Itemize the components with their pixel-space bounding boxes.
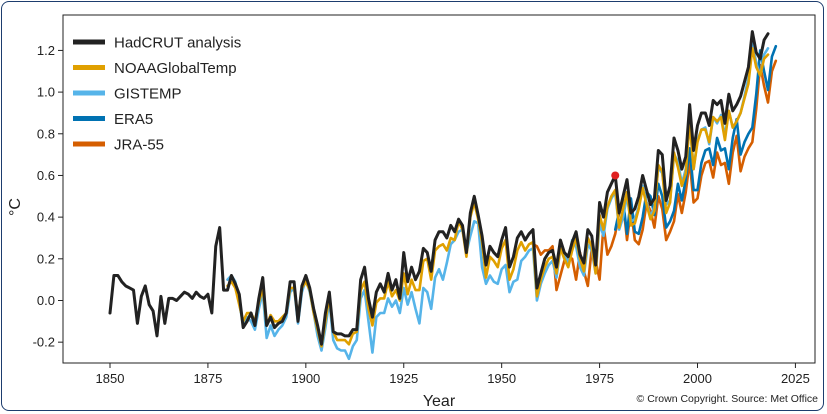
plot-frame	[62, 14, 816, 364]
legend-label: HadCRUT analysis	[114, 35, 241, 52]
legend-item-jra-55: JRA-55	[73, 137, 164, 154]
y-axis-label: °C	[7, 198, 24, 216]
series-line-noaaglobaltemp	[226, 47, 770, 348]
x-tick-label: 2000	[683, 371, 712, 386]
y-tick-label: 1.0	[37, 85, 55, 100]
legend-item-noaaglobaltemp: NOAAGlobalTemp	[73, 60, 237, 77]
x-tick-label: 1950	[487, 371, 516, 386]
plot-area: 1850 1875 1900 1925 1950 1975 2000 2025 -0.2 0.0 0…	[33, 14, 816, 386]
x-axis-label: Year	[423, 393, 456, 410]
legend-item-hadcrut-analysis: HadCRUT analysis	[73, 35, 241, 52]
legend-label: JRA-55	[114, 137, 164, 154]
legend-item-gistemp: GISTEMP	[73, 86, 182, 103]
highlight-point	[611, 171, 620, 180]
x-tick-label: 1925	[389, 371, 418, 386]
series-layer	[108, 30, 778, 361]
legend-label: GISTEMP	[114, 86, 182, 103]
y-tick-label: 0.0	[37, 293, 55, 308]
legend-label: ERA5	[114, 111, 153, 128]
x-tick-label: 1875	[193, 371, 222, 386]
y-tick-label: 1.2	[37, 43, 55, 58]
ticks-layer: 1850 1875 1900 1925 1950 1975 2000 2025 -0.2 0.0 0…	[33, 43, 810, 386]
y-tick-label: 0.4	[37, 210, 55, 225]
x-tick-label: 1975	[585, 371, 614, 386]
y-tick-label: 0.8	[37, 126, 55, 141]
legend-item-era5: ERA5	[73, 111, 153, 128]
x-tick-label: 1850	[96, 371, 125, 386]
series-line-hadcrut-analysis	[108, 30, 770, 346]
legend-label: NOAAGlobalTemp	[114, 60, 237, 77]
y-tick-label: 0.2	[37, 251, 55, 266]
x-tick-label: 2025	[781, 371, 810, 386]
legend: HadCRUT analysis NOAAGlobalTemp GISTEMP ERA…	[73, 35, 241, 154]
credit-text: © Crown Copyright. Source: Met Office	[637, 393, 819, 405]
x-tick-label: 1900	[291, 371, 320, 386]
y-tick-label: 0.6	[37, 168, 55, 183]
series-line-jra-55	[531, 59, 778, 292]
series-line-gistemp	[226, 40, 770, 361]
y-tick-label: -0.2	[33, 335, 55, 350]
series-line-era5	[613, 44, 778, 236]
